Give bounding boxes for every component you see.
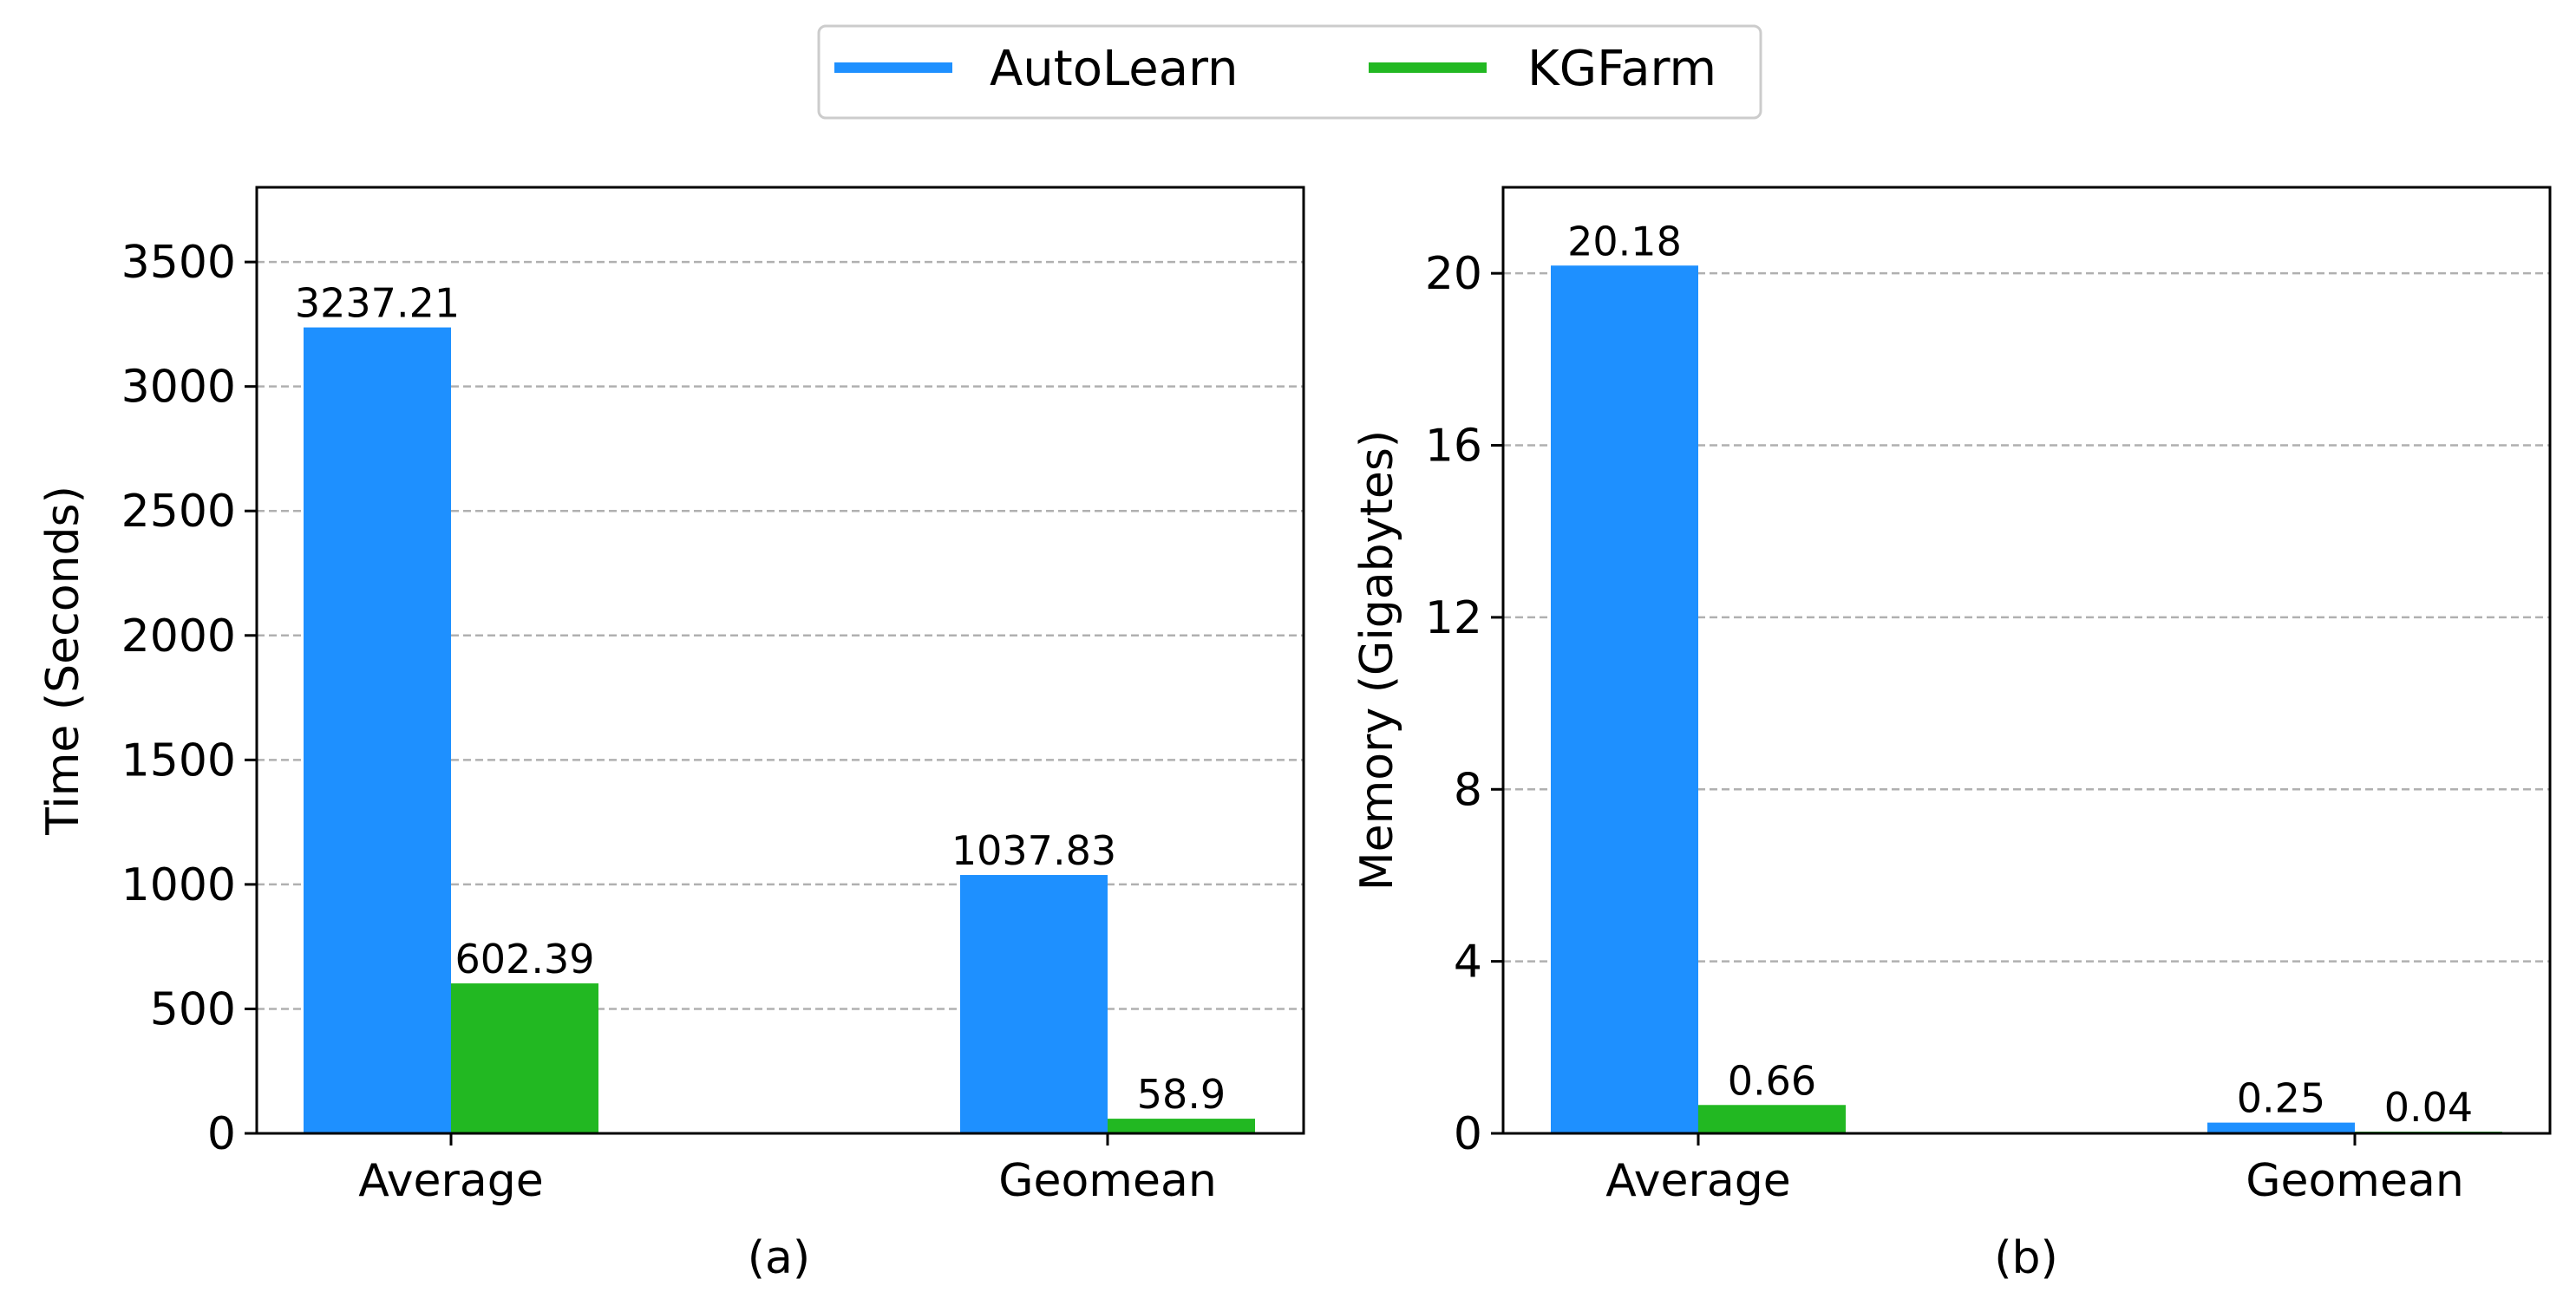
x-tick-label-geomean: Geomean (998, 1155, 1217, 1207)
y-tick-label: 8 (1454, 764, 1482, 816)
y-tick-label: 0 (1454, 1108, 1482, 1160)
x-tick-label-average: Average (1605, 1155, 1791, 1207)
plot-frame (255, 186, 1305, 1135)
y-tick-label: 0 (207, 1108, 236, 1160)
y-tick-label: 1500 (121, 734, 236, 787)
y-tick-label: 20 (1425, 248, 1482, 300)
chart-panel-b: 20.18 0.25 0.66 0.04 0 4 8 12 16 20 Average Geomean… (1351, 186, 2552, 1284)
bar-autolearn-average (1551, 265, 1698, 1133)
bar-autolearn-geomean (2207, 1122, 2355, 1133)
y-tick-label: 3500 (121, 237, 236, 289)
data-label: 0.25 (2237, 1075, 2325, 1122)
data-label: 20.18 (1567, 218, 1682, 264)
data-label: 602.39 (455, 936, 595, 982)
x-tick-label-geomean: Geomean (2246, 1155, 2464, 1207)
panel-label: (b) (1994, 1232, 2058, 1284)
y-tick-label: 16 (1425, 421, 1482, 473)
data-label: 0.04 (2384, 1084, 2473, 1131)
y-tick-label: 4 (1454, 937, 1482, 989)
y-tick-label: 1000 (121, 859, 236, 911)
legend-label-autolearn: AutoLearn (990, 41, 1239, 97)
y-tick-label: 2000 (121, 610, 236, 663)
legend-frame (817, 24, 1762, 120)
legend-label-kgfarm: KGFarm (1527, 41, 1716, 97)
y-tick-label: 2500 (121, 486, 236, 538)
panel-label: (a) (748, 1232, 810, 1284)
data-label: 3237.21 (295, 280, 460, 327)
bar-kgfarm-geomean (1108, 1119, 1255, 1133)
data-label: 0.66 (1728, 1057, 1816, 1104)
plot-frame (1501, 186, 2552, 1135)
y-tick-label: 3000 (121, 362, 236, 414)
x-tick-label-average: Average (358, 1155, 544, 1207)
bar-kgfarm-average (1698, 1105, 1846, 1133)
chart-panel-a: 3237.21 1037.83 602.39 58.9 0 500 1000 1500 2000… (37, 186, 1305, 1284)
data-label: 58.9 (1137, 1071, 1226, 1118)
data-label: 1037.83 (951, 827, 1116, 874)
bar-kgfarm-average (451, 983, 598, 1133)
bar-autolearn-average (304, 327, 451, 1133)
y-tick-label: 500 (150, 983, 236, 1035)
legend: AutoLearn KGFarm (817, 24, 1762, 120)
bar-autolearn-geomean (960, 875, 1108, 1133)
y-axis-title: Memory (Gigabytes) (1351, 430, 1403, 891)
y-axis-title: Time (Seconds) (37, 486, 89, 836)
y-tick-label: 12 (1425, 592, 1482, 644)
